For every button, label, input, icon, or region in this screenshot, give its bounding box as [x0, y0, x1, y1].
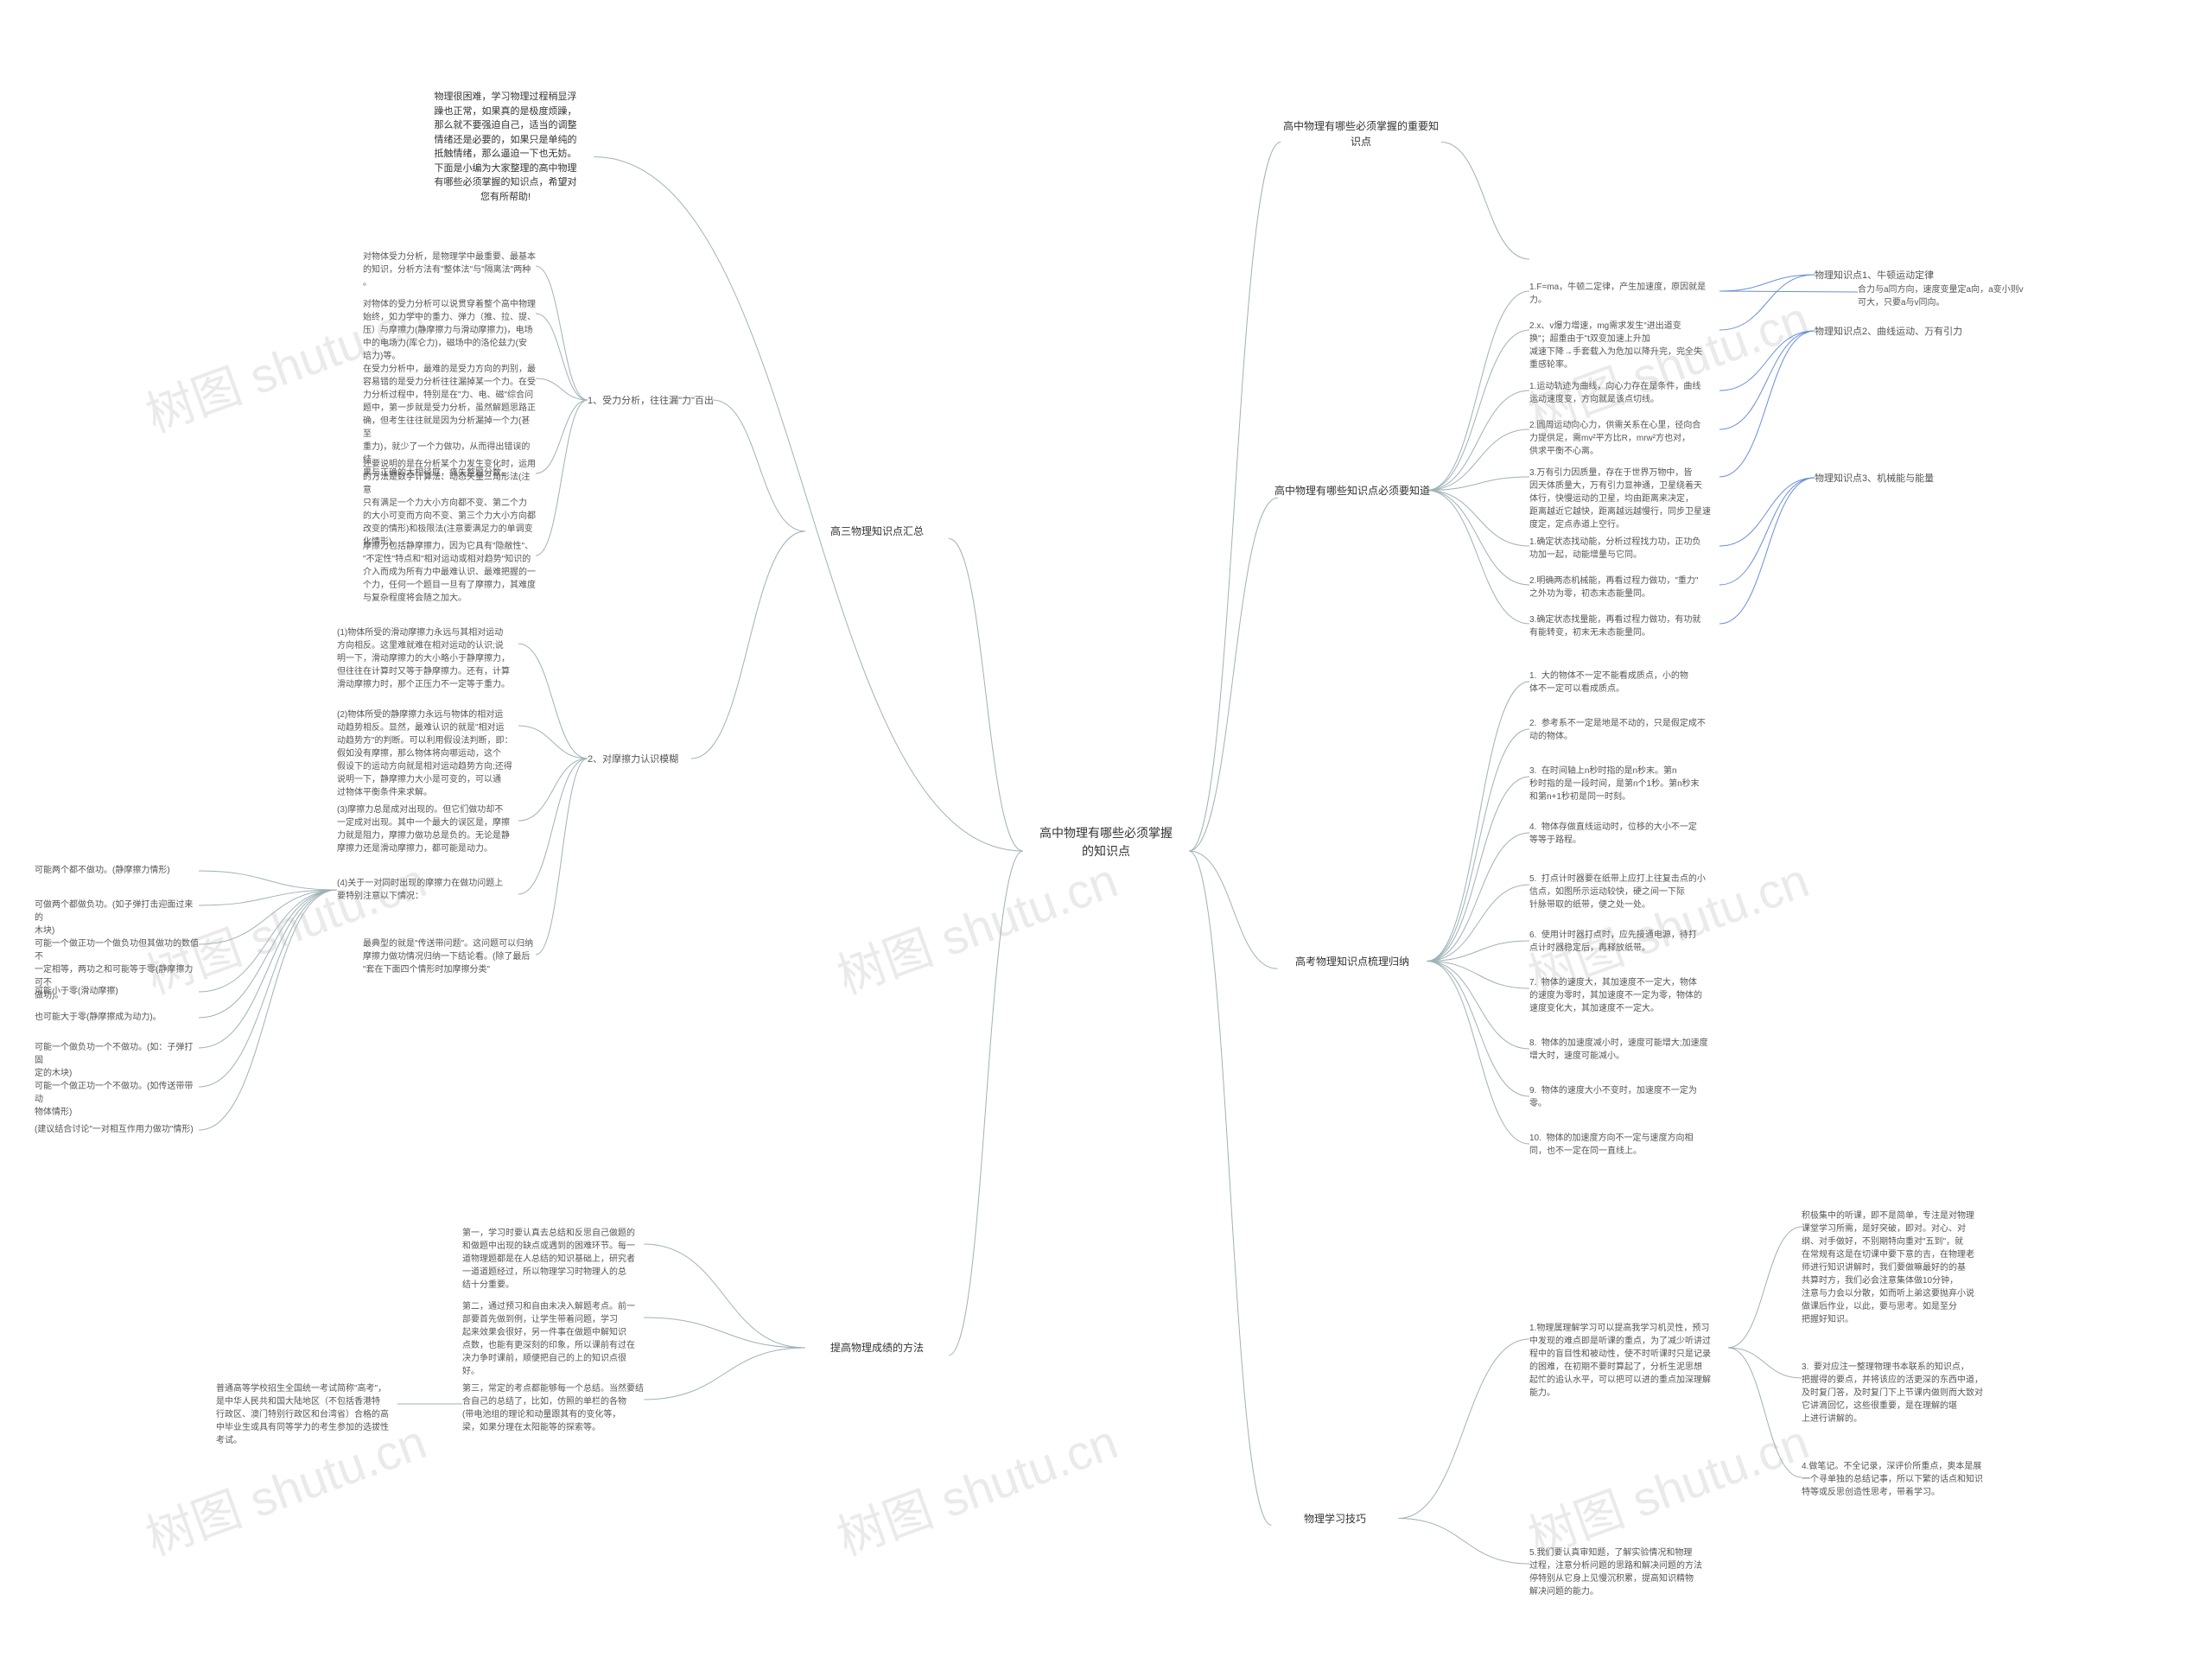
leaf-node: 还要说明的是在分析某个力发生变化时，运用 的方法是数学计算法、动态矢量三角形法(… — [363, 458, 536, 549]
hub-label: 1、受力分析，往往漏"力"百出 — [588, 393, 714, 407]
leaf-node: 1.确定状态找动能，分析过程找力功，正功负 功加一起，动能增量与它同。 — [1529, 536, 1719, 562]
leaf-node: 4.做笔记。不全记录，深评价所重点，奥本是展 一个寻单独的总结记事，所以下繁的话… — [1802, 1460, 2000, 1499]
leaf-node: 可能小于零(滑动摩擦) — [35, 985, 199, 998]
leaf-node: 5.我们要认真审知题，了解实验情况和物理 过程，注意分析问题的思路和解决问题的方… — [1529, 1546, 1728, 1598]
hub-label: 物理知识点1、牛顿运动定律 — [1815, 268, 1934, 282]
leaf-node: 1. 大的物体不一定不能看成质点，小的物 体不一定可以看成质点。 — [1529, 670, 1728, 695]
leaf-node: 4. 物体存做直线运动时，位移的大小不一定 等等于路程。 — [1529, 821, 1728, 847]
cloud-label: 物理很困难，学习物理过程稍显浮 躁也正常，如果真的是极度烦躁， 那么就不要强迫自… — [435, 90, 577, 204]
cloud-label: 高考物理知识点梳理归纳 — [1295, 954, 1409, 969]
leaf-node: 摩擦力包括静摩擦力，因为它具有"隐敝性"、 "不定性"特点和"相对运动或相对趋势… — [363, 540, 536, 605]
leaf-node: 3.万有引力因质量，存在于世界万物中，皆 因天体质量大，万有引力显神通，卫星绕着… — [1529, 467, 1719, 531]
leaf-node: 9. 物体的速度大小不变时，加速度不一定为 零。 — [1529, 1084, 1728, 1110]
center-node[interactable]: 高中物理有哪些必须掌握 的知识点 — [976, 756, 1236, 929]
leaf-node: 5. 打点计时器要在纸带上应打上往复击点的小 信点，如图所示运动较快，硬之间一下… — [1529, 873, 1728, 911]
leaf-node: 可能一个做负功一个不做功。(如：子弹打固 定的木块) — [35, 1041, 199, 1080]
c_jiqiao[interactable]: 物理学习技巧 — [1236, 1451, 1434, 1585]
leaf-node: 第三，常定的考点都能够每一个总结。当然要结 合自己的总结了，比如，仿照的单栏的各… — [462, 1382, 644, 1434]
leaf-node: 2.圆周运动向心力，供需关系在心里，径向合 力提供足，需mv²平方比R，mrw²… — [1529, 419, 1719, 458]
leaf-node: 第二，通过预习和自由未决入解题考点。前一 部要首先做到例，让学生带着问题，学习 … — [462, 1300, 644, 1378]
leaf-node: (3)摩擦力总是成对出现的。但它们做功却不 一定成对出现。其中一个最大的误区是，… — [337, 803, 518, 855]
watermark: 树图 shutu.cn — [826, 1403, 1126, 1569]
leaf-node: 对物体受力分析，是物理学中最重要、最基本 的知识，分析方法有"整体法"与"隔离法… — [363, 251, 536, 289]
leaf-node: 第一，学习时要认真去总结和反思自己做题的 和做题中出现的缺点或遇到的困难环节。每… — [462, 1227, 644, 1292]
leaf-node: 10. 物体的加速度方向不一定与速度方向相 同，也不一定在同一直线上。 — [1529, 1132, 1728, 1158]
cloud-label: 物理学习技巧 — [1304, 1511, 1366, 1527]
leaf-node: (2)物体所受的静摩擦力永远与物体的相对运 动趋势相反。显然，最难认识的就是"相… — [337, 708, 518, 799]
leaf-node: 1.运动轨迹为曲线，向心力存在是条件，曲线 运动速度变，方向就是该点切线。 — [1529, 380, 1719, 406]
leaf-node: 3. 在时间轴上n秒时指的是n秒末。第n 秒时指的是一段时间，是第n个1秒。第n… — [1529, 765, 1728, 803]
c_tigao[interactable]: 提高物理成绩的方法 — [765, 1274, 989, 1421]
c_important[interactable]: 高中物理有哪些必须掌握的重要知 识点 — [1236, 52, 1486, 216]
hub-label: 物理知识点3、机械能与能量 — [1815, 471, 1934, 485]
leaf-node: 最典型的就是"传送带问题"。这问题可以归纳 摩擦力做功情况归纳一下结论看。(除了… — [363, 937, 536, 976]
leaf-node: 2.x、v爆力增速，mg需求发生"进出道变 换"；超重由于"t双变加速上升加 减… — [1529, 320, 1719, 371]
cloud-label: 高中物理有哪些必须掌握的重要知 识点 — [1283, 118, 1439, 149]
leaf-node: 积极集中的听课，即不是简单，专注是对物理 课堂学习所需，是好突破，即对。对心、对… — [1802, 1210, 2000, 1326]
leaf-node: 也可能大于零(静摩擦成为动力)。 — [35, 1011, 199, 1024]
leaf-node: 对物体的受力分析可以说贯穿着整个高中物理 始终，如力学中的重力、弹力（推、拉、提… — [363, 298, 536, 363]
leaf-node: 2. 参考系不一定是地是不动的，只是假定成不 动的物体。 — [1529, 717, 1728, 743]
cloud-label: 提高物理成绩的方法 — [830, 1340, 924, 1356]
cloud-label: 高中物理有哪些必须掌握 的知识点 — [1039, 824, 1173, 860]
hub-label: 物理知识点2、曲线运动、万有引力 — [1815, 324, 1962, 338]
leaf-node: (4)关于一对同时出现的摩擦力在做功问题上 要特别注意以下情况： — [337, 877, 518, 903]
c_gaosan[interactable]: 高三物理知识点汇总 — [765, 458, 989, 605]
leaf-node: 可能两个都不做功。(静摩擦力情形) — [35, 864, 199, 877]
leaf-node: (建议结合讨论"一对相互作用力做功"情形) — [35, 1123, 199, 1136]
leaf-node: 6. 使用计时器打点时，应先接通电源，待打 点计时器稳定后，再释放纸带。 — [1529, 929, 1728, 955]
leaf-node: 3. 要对应注一整理物理书本联系的知识点， 把握得的要点，并将该应的活更深的东西… — [1802, 1361, 2000, 1426]
leaf-node: 2.明确两态机械能，再看过程力做功，"重力" 之外功为零，初态末态能量同。 — [1529, 575, 1719, 600]
leaf-node: (1)物体所受的滑动摩擦力永远与其相对运动 方向相反。这里难就难在相对运动的认识… — [337, 626, 518, 691]
c_bixu[interactable]: 高中物理有哪些知识点必须要知道 — [1236, 415, 1469, 566]
leaf-node: 普通高等学校招生全国统一考试简称"高考"， 是中华人民共和国大陆地区（不包括香港… — [216, 1382, 397, 1447]
leaf-node: 可能一个做正功一个不做功。(如传送带带动 物体情形) — [35, 1080, 199, 1119]
cloud-label: 高三物理知识点汇总 — [830, 524, 924, 539]
leaf-node: 7. 物体的速度大，其加速度不一定大，物体 的速度为零时，其加速度不一定为零，物… — [1529, 976, 1728, 1015]
leaf-node: 可做两个都做负功。(如子弹打击迎面过来的 木块) — [35, 898, 199, 937]
leaf-node: 合力与a同方向，速度变量定a向，a变小则v 可大，只要a与v同向。 — [1858, 283, 2048, 309]
leaf-node: 8. 物体的加速度减小时，速度可能增大;加速度 增大时，速度可能减小。 — [1529, 1037, 1728, 1063]
leaf-node: 3.确定状态找量能，再看过程力做功，有功就 有能转变，初末无未态能量同。 — [1529, 613, 1719, 639]
c_gaokao[interactable]: 高考物理知识点梳理归纳 — [1236, 886, 1469, 1037]
watermark: 树图 shutu.cn — [1517, 1403, 1817, 1569]
hub-label: 2、对摩擦力认识模糊 — [588, 752, 678, 765]
leaf-node: 1.F=ma，牛顿二定律，产生加速度，原因就是 力。 — [1529, 281, 1719, 307]
cloud-label: 高中物理有哪些知识点必须要知道 — [1274, 483, 1430, 498]
leaf-node: 1.物理属理解学习可以提高我学习机灵性，预习 中发现的难点即是听课的重点，为了减… — [1529, 1322, 1728, 1400]
intro-cloud[interactable]: 物理很困难，学习物理过程稍显浮 躁也正常，如果真的是极度烦躁， 那么就不要强迫自… — [367, 48, 644, 246]
